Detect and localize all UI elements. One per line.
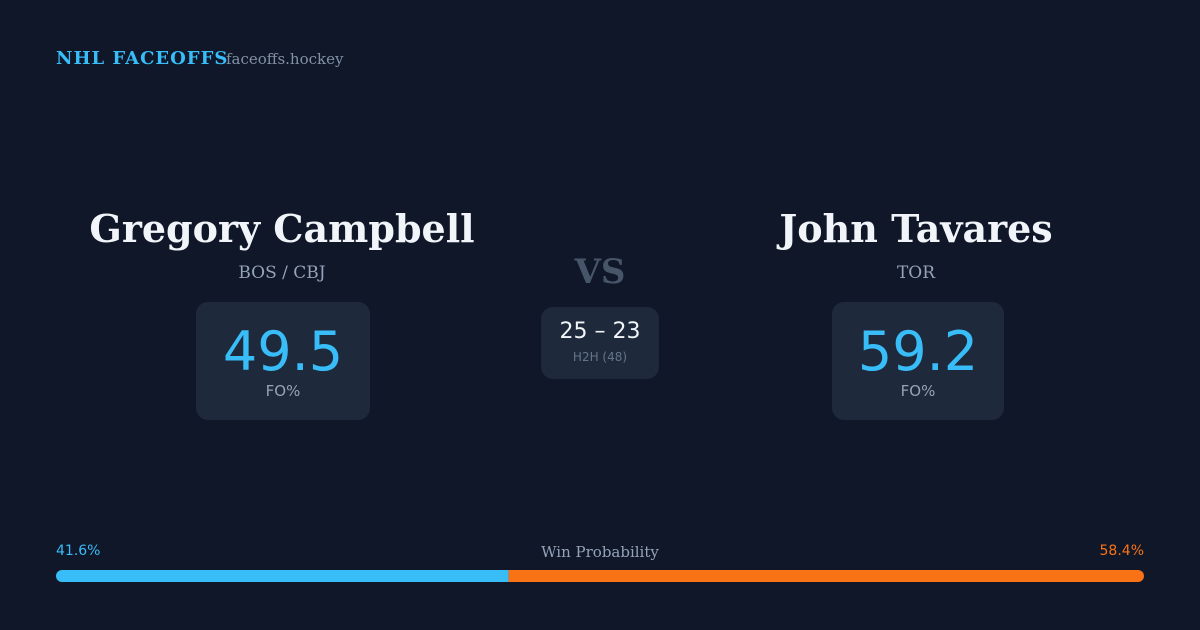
h2h-card: 25 – 23 H2H (48) — [541, 307, 659, 379]
fo-value: 49.5 — [222, 320, 344, 383]
fo-label: FO% — [900, 382, 936, 400]
fo-card: 59.2 FO% — [832, 302, 1004, 420]
fo-card: 49.5 FO% — [196, 302, 370, 420]
fo-value: 59.2 — [857, 320, 979, 383]
player-name: John Tavares — [779, 206, 1053, 251]
player-name: Gregory Campbell — [89, 206, 475, 251]
win-prob-segment — [508, 570, 1144, 582]
site-name[interactable]: faceoffs.hockey — [226, 50, 344, 68]
fo-label: FO% — [265, 382, 301, 400]
h2h-label: H2H (48) — [572, 350, 628, 364]
h2h-score: 25 – 23 — [559, 319, 641, 344]
win-prob-right: 58.4% — [1099, 543, 1144, 559]
brand-title[interactable]: NHL FACEOFFS — [56, 48, 229, 69]
win-prob-left: 41.6% — [56, 543, 101, 559]
player-team: TOR — [896, 263, 936, 283]
player-team: BOS / CBJ — [238, 263, 326, 283]
win-prob-segment — [56, 570, 509, 582]
vs-label: VS — [574, 252, 626, 292]
win-prob-bar — [56, 570, 1144, 582]
win-prob-title: Win Probability — [541, 543, 659, 561]
